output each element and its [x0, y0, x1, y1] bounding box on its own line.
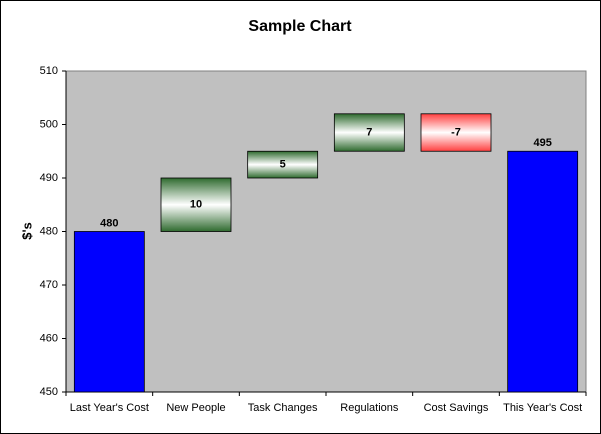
- bar: [420, 113, 492, 152]
- value-label: 480: [100, 217, 118, 229]
- x-tick-label: Last Year's Cost: [70, 402, 149, 414]
- x-tick-label: Regulations: [340, 402, 399, 414]
- x-tick-label: This Year's Cost: [503, 402, 582, 414]
- value-label: 7: [366, 126, 372, 138]
- y-axis-label: $'s: [19, 222, 34, 240]
- bar: [73, 231, 145, 393]
- plot-area: [65, 70, 587, 393]
- y-tick-label: 510: [40, 65, 58, 77]
- x-tick-label: Task Changes: [248, 402, 318, 414]
- bar: [247, 150, 319, 179]
- y-tick-label: 450: [40, 386, 58, 398]
- y-tick-label: 480: [40, 225, 58, 237]
- y-tick-label: 470: [40, 279, 58, 291]
- y-tick-label: 500: [40, 118, 58, 130]
- bar: [160, 177, 232, 232]
- x-tick-label: New People: [166, 402, 225, 414]
- y-tick-label: 490: [40, 172, 58, 184]
- y-tick-label: 460: [40, 332, 58, 344]
- bar: [333, 113, 405, 152]
- value-label: 5: [280, 159, 286, 171]
- chart-title: Sample Chart: [248, 18, 352, 35]
- x-tick-label: Cost Savings: [424, 402, 489, 414]
- value-label: 495: [533, 137, 551, 149]
- value-label: -7: [451, 126, 461, 138]
- bar: [507, 150, 579, 393]
- value-label: 10: [190, 199, 202, 211]
